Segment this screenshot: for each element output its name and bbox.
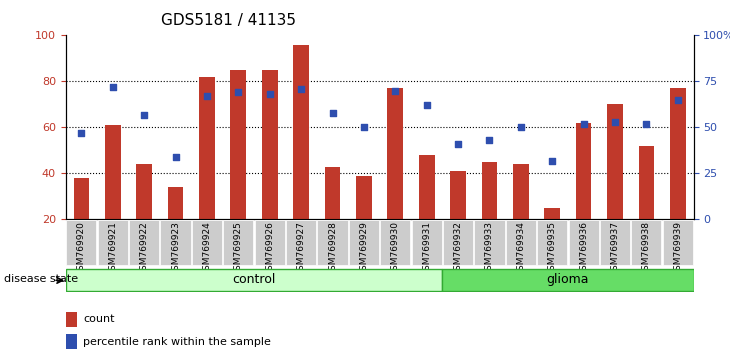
Text: control: control [232,273,276,286]
FancyBboxPatch shape [412,220,442,265]
Bar [513,164,529,219]
Bar [137,164,152,219]
Text: GSM769938: GSM769938 [642,221,651,276]
Text: disease state: disease state [4,274,78,284]
Bar [66,312,77,327]
FancyBboxPatch shape [537,220,567,265]
Point [139,112,150,118]
Text: GSM769937: GSM769937 [610,221,620,276]
Bar [325,166,340,219]
FancyBboxPatch shape [318,220,347,265]
Text: GSM769935: GSM769935 [548,221,557,276]
Text: GDS5181 / 41135: GDS5181 / 41135 [161,13,296,28]
FancyBboxPatch shape [474,220,504,265]
FancyBboxPatch shape [192,220,222,265]
Bar [74,178,89,219]
Point [358,125,369,130]
Point [264,91,276,97]
Point [232,90,244,95]
Text: GSM769931: GSM769931 [422,221,431,276]
FancyBboxPatch shape [631,220,661,265]
Bar [482,162,497,219]
Text: GSM769921: GSM769921 [108,221,118,276]
Text: GSM769923: GSM769923 [171,221,180,276]
Bar [231,70,246,219]
Point [107,84,119,90]
Bar [293,45,309,219]
FancyBboxPatch shape [129,220,159,265]
FancyBboxPatch shape [663,220,693,265]
Point [390,88,402,93]
Bar [545,208,560,219]
Bar [199,77,215,219]
FancyBboxPatch shape [98,220,128,265]
Text: GSM769922: GSM769922 [139,221,149,276]
Bar [388,88,403,219]
Point [546,158,558,164]
Point [201,93,213,99]
FancyBboxPatch shape [66,220,96,265]
Text: GSM769924: GSM769924 [202,221,212,276]
Point [169,154,181,160]
Text: GSM769933: GSM769933 [485,221,494,276]
Bar [419,155,434,219]
Text: glioma: glioma [547,273,589,286]
Bar [450,171,466,219]
Bar [168,187,183,219]
Point [453,141,464,147]
Text: GSM769939: GSM769939 [673,221,683,276]
Point [76,130,88,136]
Point [484,137,496,143]
Text: GSM769920: GSM769920 [77,221,86,276]
Bar [262,70,277,219]
Text: GSM769926: GSM769926 [265,221,274,276]
Text: GSM769934: GSM769934 [516,221,526,276]
FancyBboxPatch shape [255,220,285,265]
Point [578,121,590,127]
Point [672,97,683,103]
Bar [639,146,654,219]
Text: GSM769936: GSM769936 [579,221,588,276]
FancyBboxPatch shape [442,268,694,291]
FancyBboxPatch shape [569,220,599,265]
Bar [607,104,623,219]
Bar [670,88,685,219]
Text: GSM769930: GSM769930 [391,221,400,276]
Bar [105,125,120,219]
Text: GSM769929: GSM769929 [359,221,369,276]
FancyBboxPatch shape [380,220,410,265]
FancyBboxPatch shape [223,220,253,265]
Text: GSM769932: GSM769932 [453,221,463,276]
Text: GSM769925: GSM769925 [234,221,243,276]
FancyBboxPatch shape [286,220,316,265]
Point [295,86,307,92]
FancyBboxPatch shape [506,220,536,265]
Text: percentile rank within the sample: percentile rank within the sample [83,337,271,347]
Text: GSM769928: GSM769928 [328,221,337,276]
Point [421,103,433,108]
Text: count: count [83,314,115,324]
Point [609,119,620,125]
Text: GSM769927: GSM769927 [296,221,306,276]
Point [515,125,527,130]
FancyBboxPatch shape [443,220,473,265]
Bar [356,176,372,219]
Point [641,121,653,127]
FancyBboxPatch shape [349,220,379,265]
Bar [576,123,591,219]
Bar [66,334,77,349]
Point [326,110,338,115]
FancyBboxPatch shape [161,220,191,265]
FancyBboxPatch shape [66,268,442,291]
FancyBboxPatch shape [600,220,630,265]
